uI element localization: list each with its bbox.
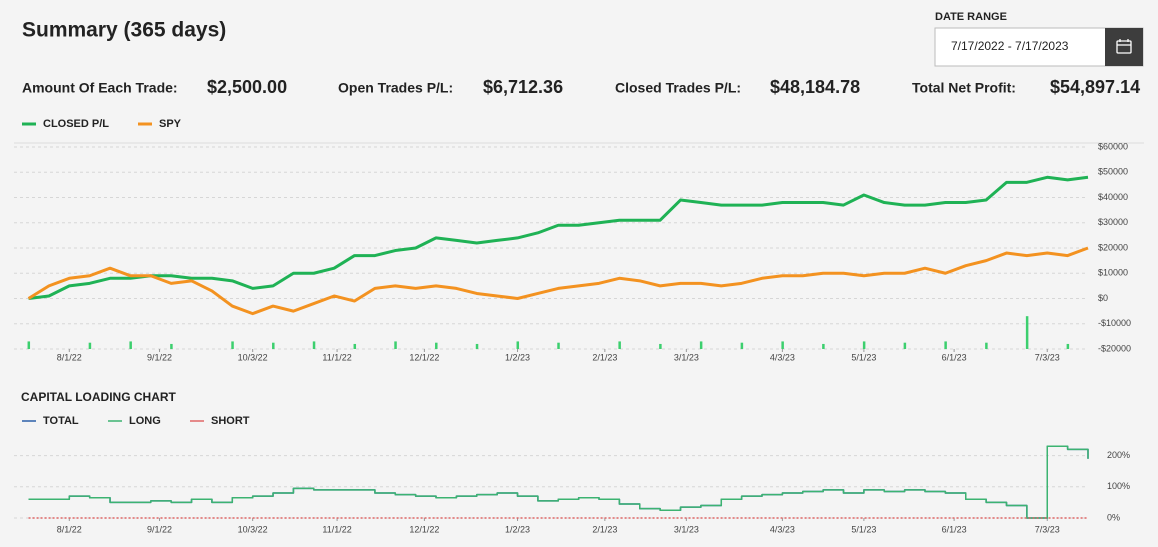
bar xyxy=(272,342,275,349)
y-tick-label: -$10000 xyxy=(1098,318,1131,328)
x-tick-label: 4/3/23 xyxy=(770,352,795,362)
stat-value: $54,897.14 xyxy=(1050,77,1140,97)
bar xyxy=(903,342,907,349)
y-tick-label: 200% xyxy=(1107,450,1130,460)
bar xyxy=(944,341,947,349)
y-tick-label: $30000 xyxy=(1098,217,1128,227)
series-line xyxy=(27,246,1089,316)
page-title: Summary (365 days) xyxy=(22,19,226,42)
legend-label: TOTAL xyxy=(43,415,79,427)
bar xyxy=(618,341,621,349)
bar xyxy=(862,341,866,349)
stat-label: Amount Of Each Trade: xyxy=(22,80,178,96)
x-tick-label: 8/1/22 xyxy=(57,352,82,362)
bar xyxy=(129,341,132,349)
x-tick-label: 10/3/22 xyxy=(238,524,268,534)
x-tick-label: 3/1/23 xyxy=(674,524,699,534)
date-range-label: DATE RANGE xyxy=(935,11,1007,23)
stat-label: Total Net Profit: xyxy=(912,80,1016,96)
legend-label: LONG xyxy=(129,415,161,427)
date-range-value: 7/17/2022 - 7/17/2023 xyxy=(951,39,1069,53)
y-tick-label: $40000 xyxy=(1098,192,1128,202)
series-line xyxy=(28,175,1089,300)
bar xyxy=(231,341,234,349)
bar xyxy=(985,342,988,349)
legend-label: CLOSED P/L xyxy=(43,118,109,130)
x-tick-label: 11/1/22 xyxy=(322,524,351,534)
stat-value: $2,500.00 xyxy=(207,77,287,97)
x-tick-label: 7/3/23 xyxy=(1035,352,1060,362)
bar xyxy=(822,343,825,349)
bar xyxy=(353,343,357,349)
bar xyxy=(88,342,92,349)
x-tick-label: 5/1/23 xyxy=(851,524,876,534)
x-tick-label: 2/1/23 xyxy=(592,352,617,362)
x-tick-label: 1/2/23 xyxy=(505,524,530,534)
bar xyxy=(699,341,703,349)
x-tick-label: 7/3/23 xyxy=(1035,524,1060,534)
y-tick-label: $50000 xyxy=(1098,167,1128,177)
series-line xyxy=(28,445,1089,519)
y-tick-label: $60000 xyxy=(1098,141,1128,151)
x-tick-label: 1/2/23 xyxy=(505,352,530,362)
bar xyxy=(781,341,784,349)
x-tick-label: 12/1/22 xyxy=(409,352,439,362)
x-tick-label: 6/1/23 xyxy=(942,524,967,534)
y-tick-label: 0% xyxy=(1107,512,1120,522)
x-tick-label: 10/3/22 xyxy=(238,352,268,362)
x-tick-label: 2/1/23 xyxy=(592,524,617,534)
x-tick-label: 12/1/22 xyxy=(409,524,439,534)
y-tick-label: -$20000 xyxy=(1098,343,1131,353)
x-tick-label: 11/1/22 xyxy=(322,352,351,362)
y-tick-label: 100% xyxy=(1107,481,1130,491)
legend-label: SHORT xyxy=(211,415,250,427)
calendar-button[interactable] xyxy=(1105,28,1143,66)
bar xyxy=(1066,343,1070,349)
bar xyxy=(557,342,560,349)
chart-title: CAPITAL LOADING CHART xyxy=(21,390,177,404)
bar xyxy=(475,343,479,349)
y-tick-label: $0 xyxy=(1098,293,1108,303)
bar xyxy=(170,343,173,349)
x-tick-label: 4/3/23 xyxy=(770,524,795,534)
bar xyxy=(1025,316,1029,349)
x-tick-label: 9/1/22 xyxy=(147,524,172,534)
bar xyxy=(394,341,397,349)
x-tick-label: 8/1/22 xyxy=(57,524,82,534)
y-tick-label: $20000 xyxy=(1098,242,1128,252)
y-tick-label: $10000 xyxy=(1098,268,1128,278)
stat-value: $48,184.78 xyxy=(770,77,860,97)
bar xyxy=(516,341,520,349)
bar xyxy=(312,341,316,349)
stat-label: Open Trades P/L: xyxy=(338,80,453,96)
x-tick-label: 6/1/23 xyxy=(942,352,967,362)
calendar-icon xyxy=(1116,39,1132,54)
x-tick-label: 5/1/23 xyxy=(851,352,876,362)
bar xyxy=(740,342,744,349)
x-tick-label: 9/1/22 xyxy=(147,352,172,362)
legend-label: SPY xyxy=(159,118,182,130)
stat-value: $6,712.36 xyxy=(483,77,563,97)
bar xyxy=(659,343,662,349)
stat-label: Closed Trades P/L: xyxy=(615,80,741,96)
bar xyxy=(435,342,438,349)
x-tick-label: 3/1/23 xyxy=(674,352,699,362)
bar xyxy=(27,341,31,349)
